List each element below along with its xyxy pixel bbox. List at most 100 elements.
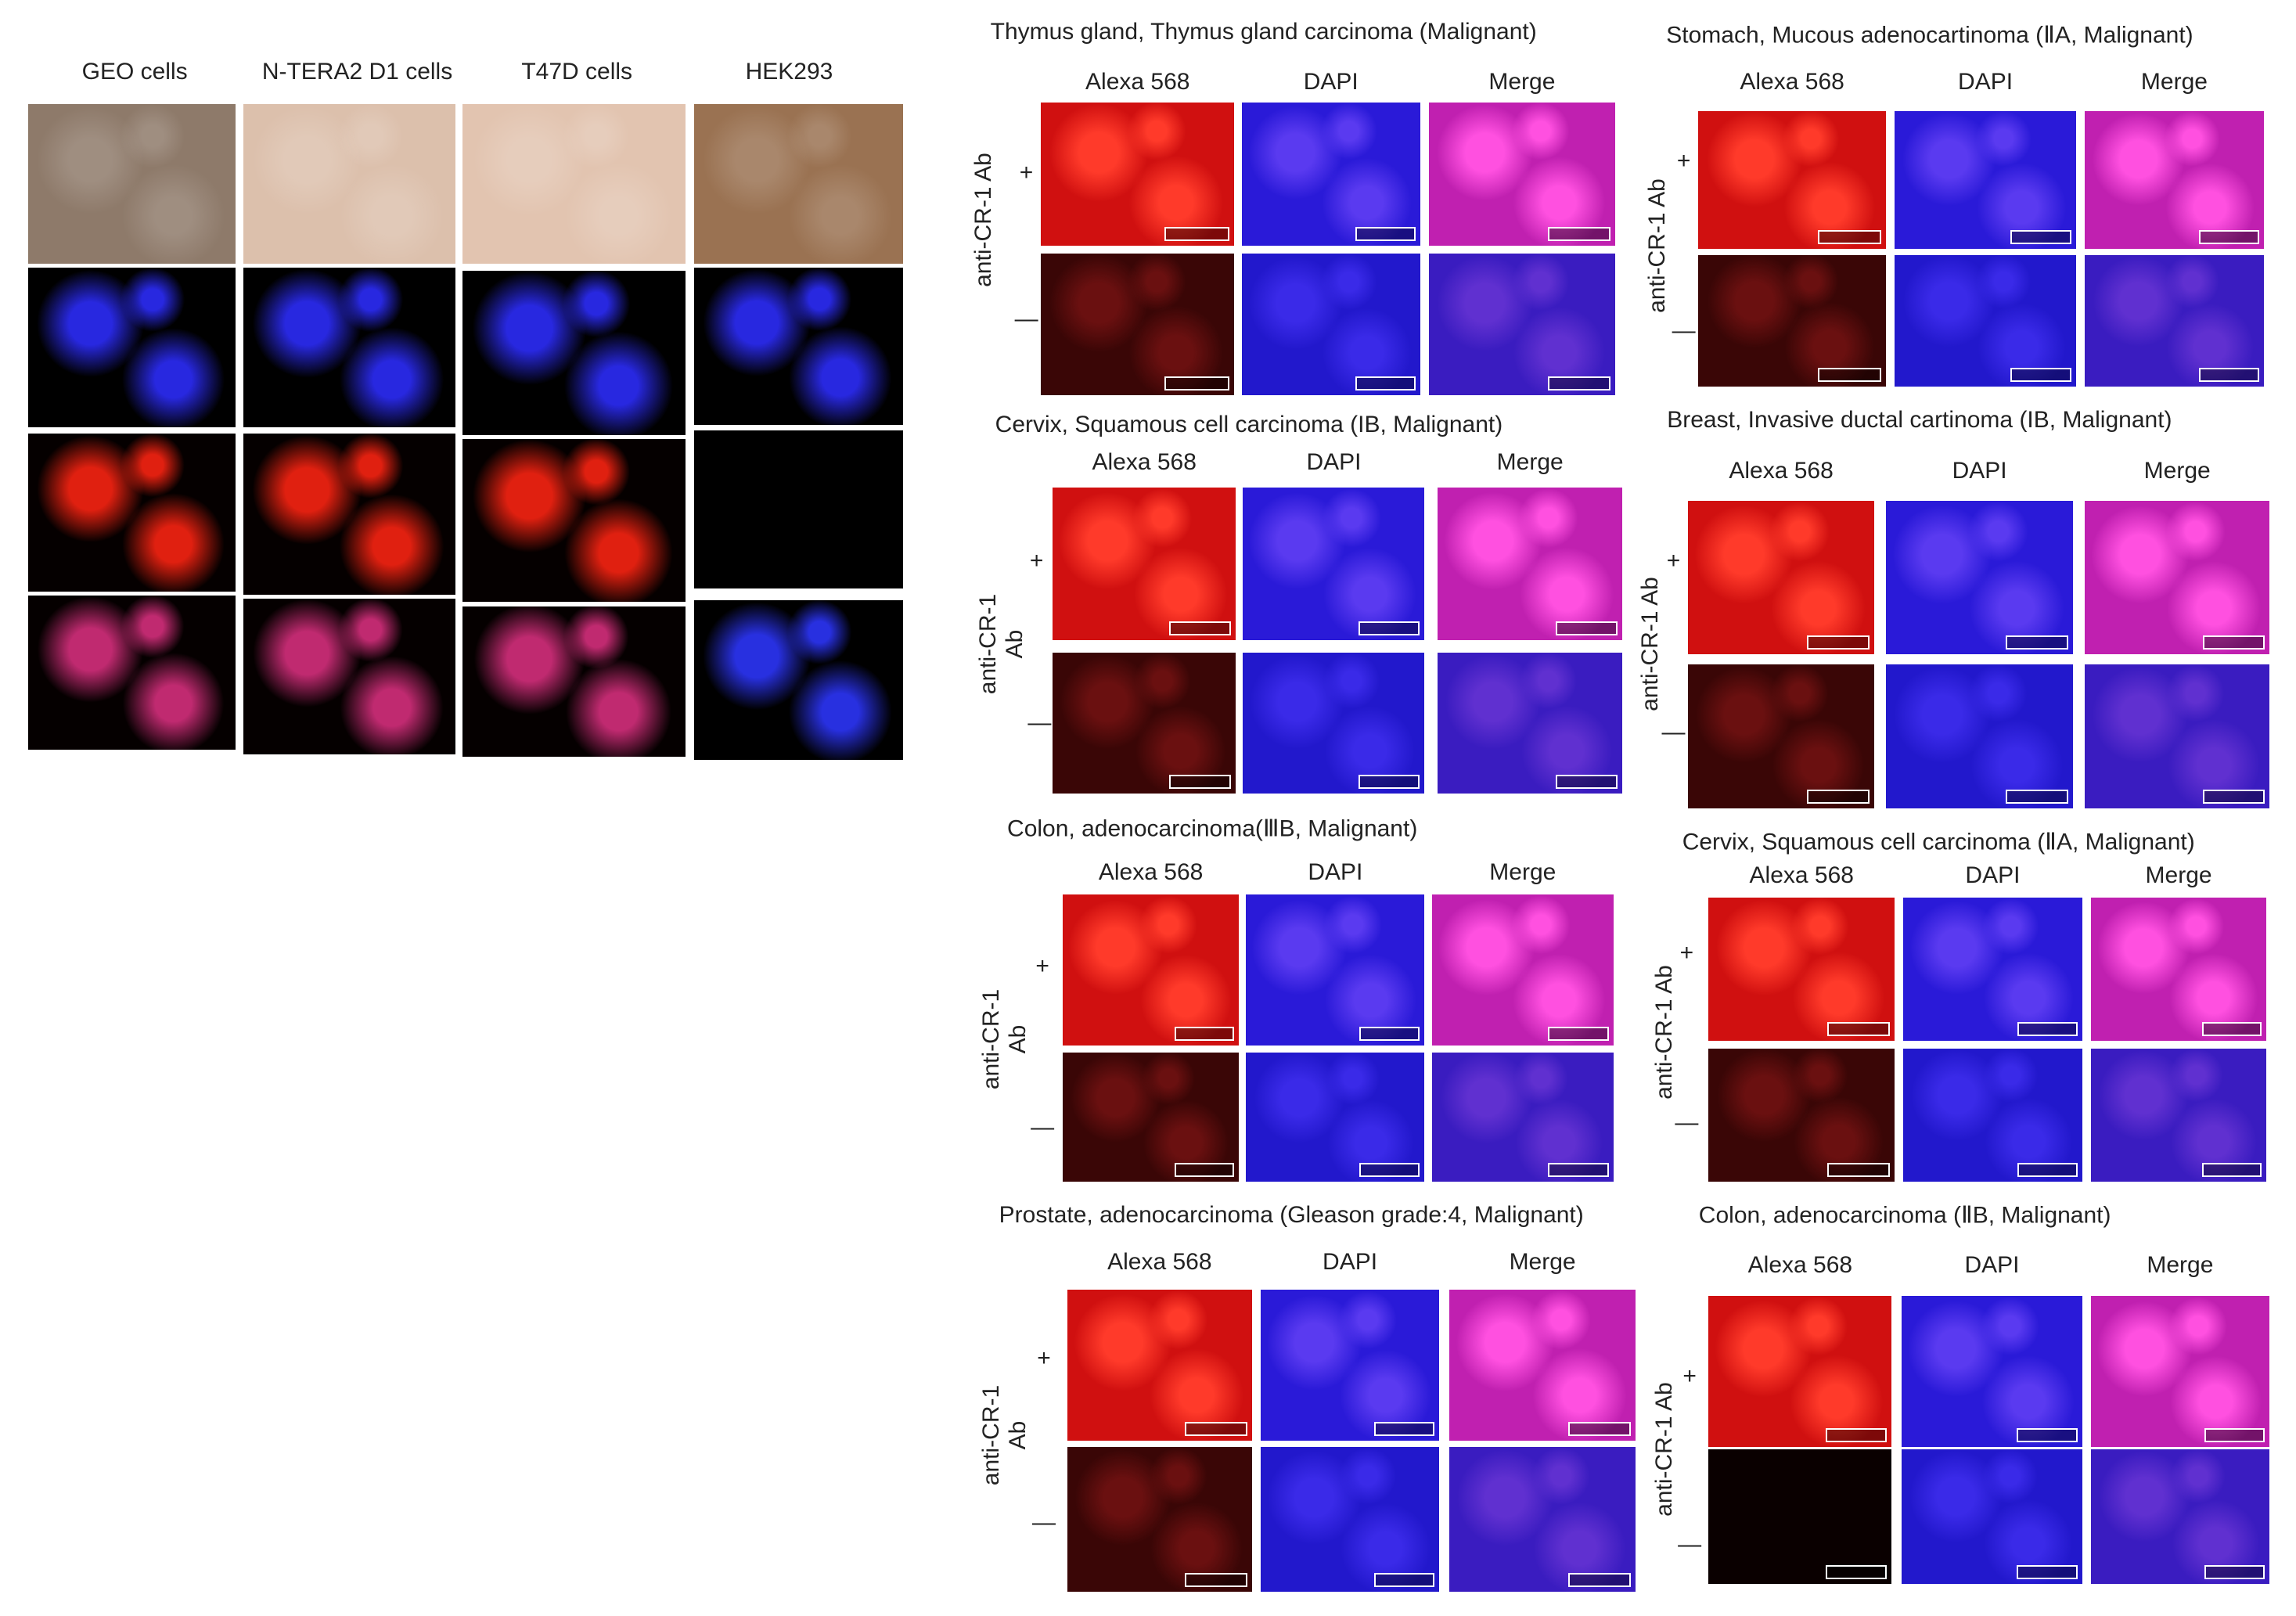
channel-label: Alexa 568 <box>1747 1251 1853 1278</box>
micrograph <box>1885 500 2074 655</box>
scale-bar <box>1547 1162 1609 1177</box>
micrograph <box>1903 1048 2082 1182</box>
channel-label: DAPI <box>1964 1251 2020 1278</box>
scale-bar <box>1825 1427 1888 1442</box>
micrograph <box>1895 254 2077 387</box>
merge-image <box>462 606 686 758</box>
micrograph <box>1902 1449 2082 1585</box>
nuclei-image <box>693 268 904 425</box>
scale-bar <box>1555 775 1618 790</box>
scale-bar <box>1547 227 1610 242</box>
micrograph <box>2090 897 2267 1042</box>
scale-bar <box>2010 367 2072 382</box>
micrograph <box>1063 1053 1239 1182</box>
channel-label: DAPI <box>1952 458 2007 484</box>
scale-bar <box>2202 635 2265 650</box>
alexa-image <box>243 433 455 595</box>
condition-sign: — <box>1672 317 1696 344</box>
scale-bar <box>2010 230 2072 245</box>
antibody-label: anti-CR-1 <box>977 1384 1004 1485</box>
micrograph <box>1053 488 1236 640</box>
micrograph <box>1260 1446 1440 1592</box>
scale-bar <box>2016 1565 2078 1580</box>
scale-bar <box>1806 635 1870 650</box>
micrograph <box>1903 897 2082 1042</box>
channel-label: Merge <box>1489 859 1556 886</box>
scale-bar <box>1359 621 1420 635</box>
scale-bar <box>1374 1572 1435 1587</box>
micrograph <box>1449 1290 1636 1441</box>
scale-bar <box>2202 1162 2262 1177</box>
channel-label: Alexa 568 <box>1107 1248 1212 1275</box>
micrograph <box>2090 1048 2267 1182</box>
micrograph <box>1885 664 2074 808</box>
micrograph <box>2085 500 2270 655</box>
scale-bar <box>1827 1162 1891 1177</box>
condition-sign: — <box>1027 710 1052 736</box>
micrograph <box>1438 653 1623 794</box>
micrograph <box>1431 1053 1614 1182</box>
condition-sign: + <box>1019 159 1034 185</box>
micrograph <box>1688 664 1874 808</box>
condition-sign: — <box>1675 1110 1699 1136</box>
merge-image <box>243 599 455 754</box>
micrograph <box>1067 1446 1252 1592</box>
channel-label: Alexa 568 <box>1749 862 1854 888</box>
panel-title: Cervix, Squamous cell carcinoma (ⅡA, Mal… <box>1682 829 2195 855</box>
micrograph <box>2085 664 2270 808</box>
condition-sign: — <box>1661 718 1686 745</box>
micrograph <box>1041 253 1235 396</box>
micrograph <box>2085 111 2264 250</box>
micrograph <box>1698 254 1886 387</box>
micrograph <box>1708 1449 1892 1585</box>
micrograph <box>2090 1449 2270 1585</box>
scale-bar <box>1355 227 1416 242</box>
alexa-image <box>27 433 236 592</box>
scale-bar <box>2016 1427 2078 1442</box>
condition-sign: + <box>1035 952 1049 979</box>
nuclei-image <box>243 268 455 428</box>
scale-bar <box>1818 230 1881 245</box>
channel-label: DAPI <box>1308 859 1363 886</box>
scale-bar <box>1355 376 1416 391</box>
antibody-label: Ab <box>1004 1025 1031 1054</box>
alexa-image <box>693 430 904 589</box>
micrograph <box>2085 254 2264 387</box>
column-label: N-TERA2 D1 cells <box>261 58 453 85</box>
condition-sign: + <box>1666 547 1681 574</box>
scale-bar <box>2005 635 2069 650</box>
scale-bar <box>1164 376 1230 391</box>
micrograph <box>1708 1295 1892 1447</box>
scale-bar <box>1169 621 1232 635</box>
brightfield-image <box>693 103 904 264</box>
panel-title: Breast, Invasive ductal cartinoma (IB, M… <box>1667 406 2172 433</box>
scale-bar <box>1185 1572 1247 1587</box>
channel-label: Merge <box>2145 862 2212 888</box>
micrograph <box>1698 111 1886 250</box>
nuclei-image <box>462 271 686 435</box>
micrograph <box>1041 102 1235 247</box>
channel-label: DAPI <box>1306 449 1362 476</box>
micrograph <box>1431 894 1614 1046</box>
micrograph <box>1895 111 2077 250</box>
micrograph <box>1708 1048 1895 1182</box>
column-label: HEK293 <box>745 58 833 85</box>
antibody-label: anti-CR-1 <box>977 989 1004 1090</box>
condition-sign: + <box>1037 1345 1051 1372</box>
channel-label: Alexa 568 <box>1092 449 1197 476</box>
scale-bar <box>1547 1026 1609 1041</box>
brightfield-image <box>243 103 455 264</box>
panel-title: Colon, adenocarcinoma(ⅢB, Malignant) <box>1007 815 1418 842</box>
alexa-image <box>462 439 686 602</box>
condition-sign: — <box>1678 1531 1702 1557</box>
micrograph <box>1246 1053 1425 1182</box>
scale-bar <box>1359 1162 1420 1177</box>
condition-sign: + <box>1676 147 1691 174</box>
scale-bar <box>1175 1162 1234 1177</box>
condition-sign: — <box>1031 1114 1055 1140</box>
micrograph <box>1243 653 1425 794</box>
scale-bar <box>2005 789 2069 804</box>
micrograph <box>1067 1290 1252 1441</box>
condition-sign: + <box>1682 1362 1697 1389</box>
channel-label: Merge <box>1496 449 1564 476</box>
